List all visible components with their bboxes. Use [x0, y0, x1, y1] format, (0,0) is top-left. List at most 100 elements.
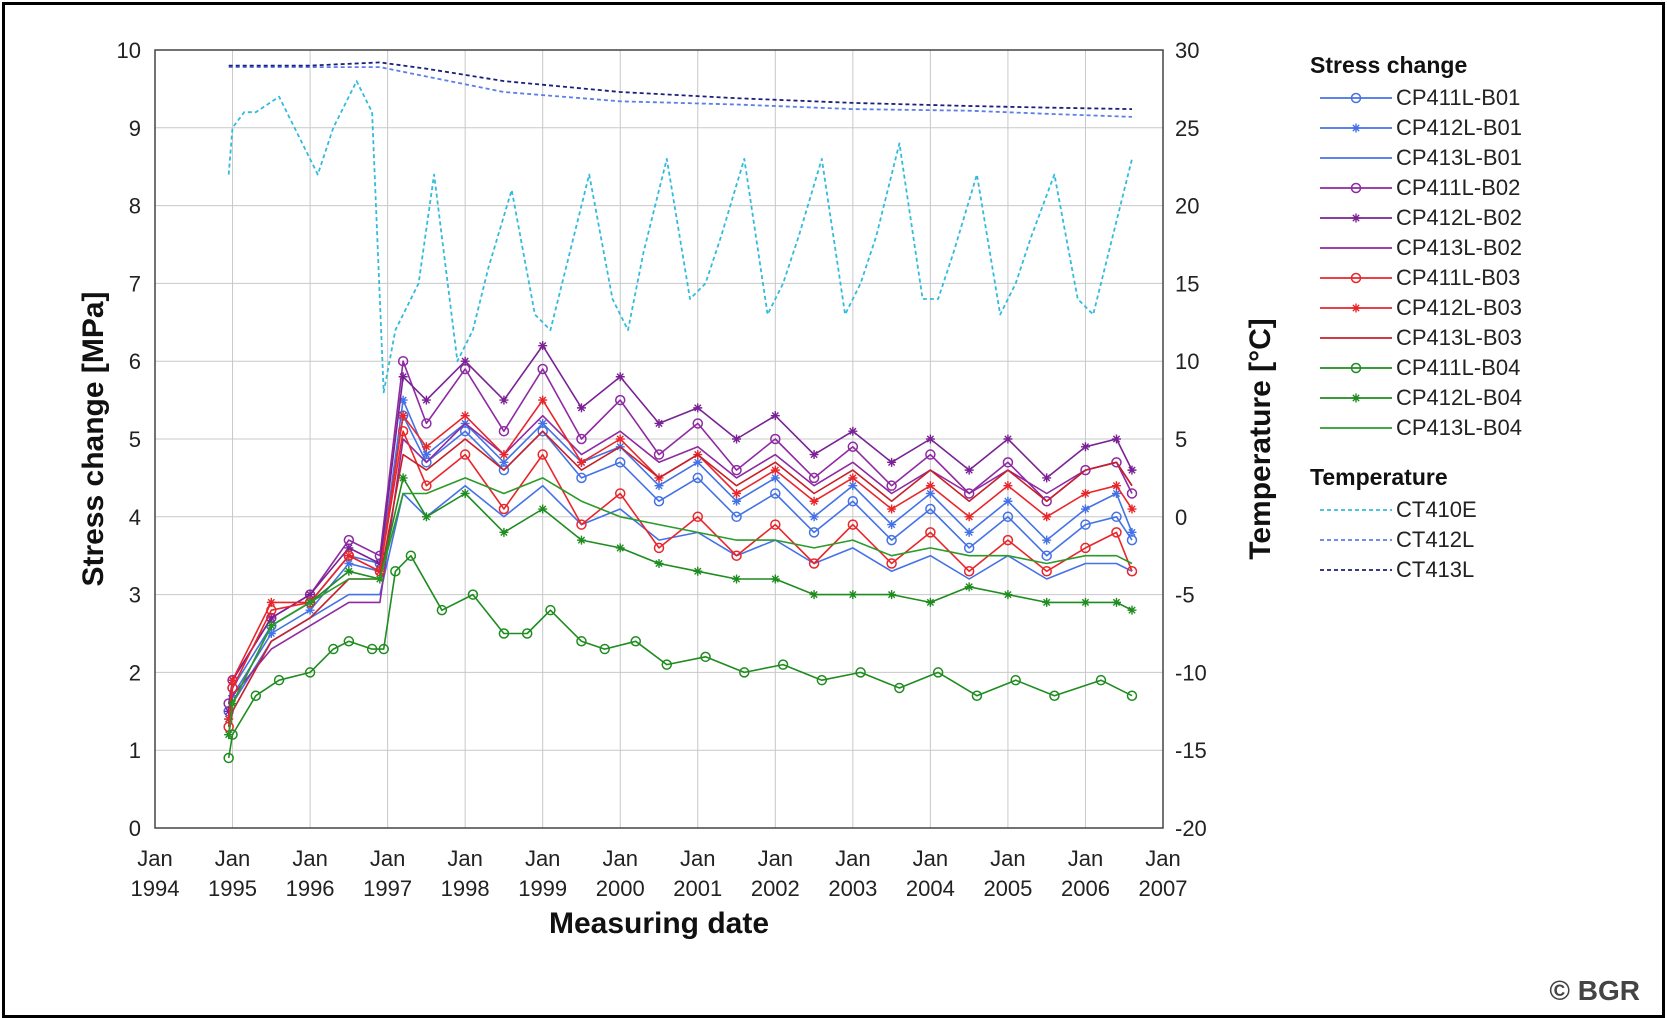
series-cp411l-b03-point	[537, 449, 548, 460]
legend-label: CP413L-B03	[1396, 325, 1522, 350]
x-tick-month: Jan	[758, 846, 793, 871]
series-cp412l-b02-point	[1080, 442, 1090, 452]
series-cp412l-b02-point	[1042, 473, 1052, 483]
legend-marker	[1351, 303, 1361, 313]
series-cp411l-b04-point	[250, 690, 262, 701]
series-cp412l-b04-point	[1080, 597, 1090, 607]
series-ct413l-line	[228, 61, 1133, 110]
series-cp413l-b04-line	[227, 477, 1133, 735]
series-cp411l-b01-point	[731, 511, 742, 523]
series-cp412l-b02	[224, 341, 1137, 716]
series-cp412l-b01-point	[654, 481, 664, 491]
series-cp412l-b04-point	[538, 504, 548, 514]
legend-label: CP413L-B04	[1396, 415, 1522, 440]
series-cp411l-b03-point	[653, 542, 665, 554]
series-cp411l-b04-point	[304, 667, 316, 678]
series-cp411l-b03-point	[459, 449, 471, 460]
copyright-label: © BGR	[1549, 975, 1640, 1006]
series-cp411l-b04	[223, 550, 1138, 764]
series-cp411l-b02-point	[498, 425, 510, 437]
legend-item-cp411l-b01: CP411L-B01	[1320, 85, 1520, 110]
series-cp411l-b04-point	[932, 667, 944, 678]
series-cp411l-b03-point	[1111, 527, 1122, 538]
x-tick-year: 1997	[363, 876, 412, 901]
series-cp411l-b03-point	[1041, 566, 1052, 577]
series-cp411l-b01-point	[925, 503, 936, 515]
series-cp412l-b01-point	[1111, 488, 1121, 498]
series-cp412l-b04-point	[1042, 597, 1052, 607]
series-cp411l-b03-point	[808, 558, 820, 569]
y-left-tick-label: 6	[129, 349, 141, 374]
series-cp412l-b01-point	[693, 457, 703, 467]
legend-marker	[1351, 123, 1361, 133]
series-cp411l-b03-point	[731, 550, 742, 561]
series-cp411l-b02-point	[1126, 488, 1138, 499]
x-tick-month: Jan	[292, 846, 327, 871]
series-cp412l-b04-point	[1127, 605, 1137, 615]
series-cp411l-b03-point	[421, 480, 432, 491]
legend-item-cp411l-b02: CP411L-B02	[1320, 175, 1520, 200]
x-tick-month: Jan	[215, 846, 250, 871]
series-cp412l-b03-point	[266, 597, 276, 607]
series-cp411l-b02-point	[770, 433, 781, 445]
series-cp411l-b04-point	[816, 674, 828, 686]
legend-item-cp412l-b04: CP412L-B04	[1320, 385, 1522, 410]
x-tick-year: 2006	[1061, 876, 1110, 901]
series-cp411l-b04-point	[366, 643, 378, 655]
x-tick-year: 1999	[518, 876, 567, 901]
y-right-tick-label: 30	[1175, 38, 1199, 63]
series-cp412l-b01-point	[344, 558, 354, 568]
series-cp411l-b02-point	[925, 449, 936, 460]
series-cp411l-b04-point	[599, 643, 610, 655]
series-cp412l-b03-point	[499, 450, 509, 460]
series-cp411l-b04-line	[227, 554, 1133, 759]
x-tick-year: 1994	[131, 876, 180, 901]
series-cp412l-b04-point	[770, 574, 780, 584]
y-left-tick-label: 2	[129, 660, 141, 685]
series-cp413l-b01	[227, 484, 1133, 728]
series-cp411l-b04-point	[661, 659, 673, 670]
series-cp413l-b02	[227, 414, 1133, 720]
series-cp411l-b01-point	[770, 488, 781, 499]
series-cp411l-b03-point	[576, 519, 587, 530]
x-tick-month: Jan	[602, 846, 637, 871]
series-cp412l-b02-point	[344, 543, 354, 553]
legend-label: CP411L-B01	[1396, 85, 1520, 110]
series-cp412l-b03-point	[224, 714, 234, 724]
x-axis-title: Measuring date	[549, 907, 769, 940]
series-cp412l-b03-point	[770, 465, 780, 475]
series-cp412l-b04-point	[1003, 590, 1013, 600]
series-cp412l-b04-point	[654, 558, 664, 568]
legend-item-cp411l-b04: CP411L-B04	[1320, 355, 1520, 380]
legend-item-cp412l-b01: CP412L-B01	[1320, 115, 1522, 140]
series-cp411l-b04-point	[343, 636, 355, 647]
x-tick-year: 1995	[208, 876, 257, 901]
series-cp412l-b01-point	[925, 488, 935, 498]
series-cp412l-b01-point	[732, 496, 742, 506]
series-cp412l-b01-point	[887, 520, 897, 530]
series-cp411l-b04-point	[576, 636, 587, 647]
legend-label: CT413L	[1396, 557, 1474, 582]
legend-label: CP411L-B04	[1396, 355, 1520, 380]
series-cp412l-b01-point	[398, 395, 408, 405]
series-cp411l-b01-point	[847, 495, 859, 507]
x-tick-year: 2000	[596, 876, 645, 901]
series-cp412l-b04-point	[693, 566, 703, 576]
series-cp412l-b02-point	[266, 613, 276, 623]
series-cp412l-b03-point	[375, 566, 385, 576]
series-cp412l-b01-point	[809, 512, 819, 522]
series-cp411l-b01-point	[1080, 519, 1091, 530]
series-cp411l-b02-point	[614, 394, 626, 406]
legend-item-cp413l-b03: CP413L-B03	[1320, 325, 1522, 350]
series-cp412l-b02-point	[887, 457, 897, 467]
series-cp412l-b03-point	[576, 457, 586, 467]
y-left-tick-label: 3	[129, 583, 141, 608]
series-cp411l-b03-point	[1080, 542, 1091, 554]
series-cp411l-b01-point	[614, 457, 626, 468]
series-cp412l-b02-point	[375, 558, 385, 568]
legend-label: CT412L	[1396, 527, 1474, 552]
series-cp412l-b04-point	[925, 597, 935, 607]
x-tick-month: Jan	[1068, 846, 1103, 871]
series-cp411l-b04-point	[700, 651, 711, 663]
y-left-tick-label: 9	[129, 116, 141, 141]
